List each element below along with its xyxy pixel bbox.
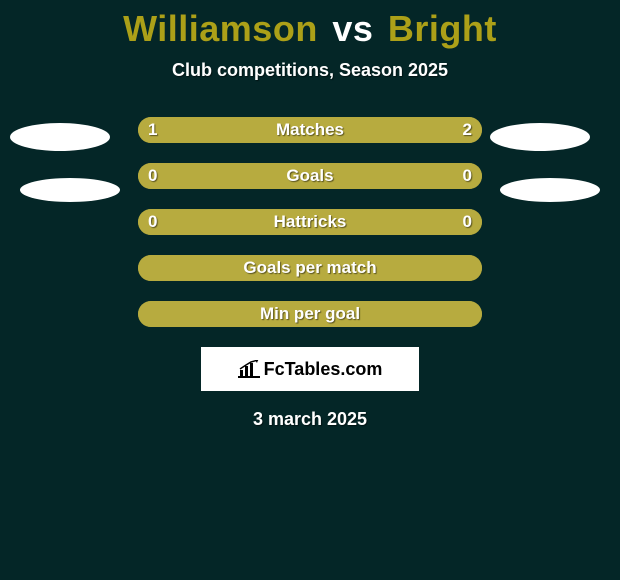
stat-value-left: 0	[148, 163, 188, 189]
stat-value-left: 0	[148, 209, 188, 235]
stat-row: Goals0 0	[138, 163, 482, 189]
stat-value-right: 0	[432, 209, 472, 235]
stat-row: Matches1 2	[138, 117, 482, 143]
title-vs: vs	[332, 8, 373, 49]
stat-row: Min per goal	[138, 301, 482, 327]
stat-value-right: 0	[432, 163, 472, 189]
stat-value-right: 2	[432, 117, 472, 143]
team-logo-left-1	[10, 123, 110, 151]
stat-label: Matches	[138, 117, 482, 143]
content-area: Matches12Goals00Hattricks00Goals per mat…	[0, 117, 620, 430]
branding-text: FcTables.com	[264, 359, 383, 380]
chart-icon	[238, 360, 260, 378]
stat-value-left: 1	[148, 117, 188, 143]
stat-label: Hattricks	[138, 209, 482, 235]
date-label: 3 march 2025	[0, 409, 620, 430]
comparison-bars: Matches12Goals00Hattricks00Goals per mat…	[138, 117, 482, 327]
title-player1: Williamson	[123, 8, 318, 49]
infographic-canvas: Williamson vs Bright Club competitions, …	[0, 0, 620, 580]
page-title: Williamson vs Bright	[0, 0, 620, 50]
branding-box: FcTables.com	[201, 347, 419, 391]
team-logo-left-2	[20, 178, 120, 202]
stat-label: Min per goal	[138, 301, 482, 327]
stat-row: Goals per match	[138, 255, 482, 281]
stat-row: Hattricks0 0	[138, 209, 482, 235]
team-logo-right-2	[500, 178, 600, 202]
team-logo-right-1	[490, 123, 590, 151]
stat-label: Goals per match	[138, 255, 482, 281]
title-player2: Bright	[388, 8, 497, 49]
stat-label: Goals	[138, 163, 482, 189]
branding-content: FcTables.com	[238, 359, 383, 380]
subtitle: Club competitions, Season 2025	[0, 60, 620, 81]
